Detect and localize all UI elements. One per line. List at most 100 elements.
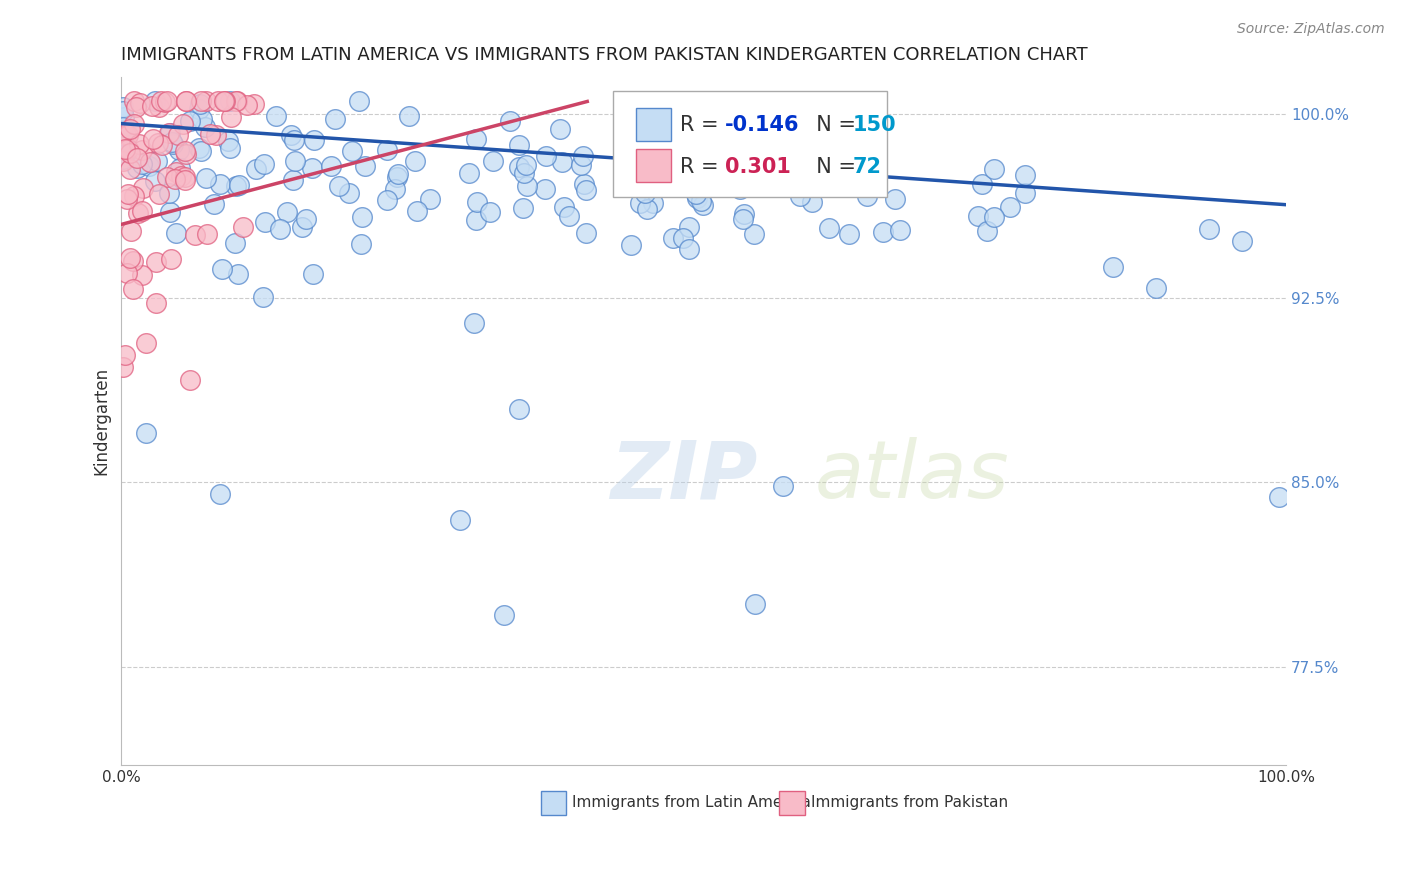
Point [228,178,250,192]
Point [148,187,170,202]
Text: ZIP: ZIP [610,437,758,515]
Point [202,197,225,211]
Point [211,261,233,276]
Point [121,282,143,296]
Point [131,268,153,282]
Point [219,95,242,109]
Point [328,178,350,193]
Point [112,128,135,143]
Point [482,154,505,169]
Point [132,181,155,195]
Point [174,95,197,109]
Point [405,203,427,218]
Point [165,227,187,241]
Text: N =: N = [803,115,862,135]
Point [499,113,522,128]
Point [118,162,141,177]
Point [190,95,212,109]
Point [156,170,179,185]
Point [742,227,765,241]
Point [323,112,346,126]
Point [131,144,153,158]
Point [127,206,149,220]
Point [174,95,197,109]
Point [512,202,534,216]
Point [117,186,139,201]
Point [678,242,700,256]
Point [1102,260,1125,275]
Point [188,102,211,116]
Point [458,166,481,180]
Point [641,196,664,211]
Point [966,210,988,224]
Point [281,173,304,187]
Point [572,149,595,163]
Point [301,161,323,175]
Point [145,296,167,310]
Text: Immigrants from Pakistan: Immigrants from Pakistan [811,796,1008,811]
Point [204,128,226,142]
Point [572,177,595,191]
Point [1232,234,1254,248]
Bar [636,149,671,182]
Point [146,154,169,169]
Point [856,189,879,203]
Point [575,226,598,240]
Point [118,122,141,136]
Bar [636,108,671,141]
Point [284,154,307,169]
Point [302,267,325,281]
Point [630,158,652,172]
Point [232,220,254,235]
Point [194,171,217,186]
Point [350,236,373,251]
Point [1014,169,1036,183]
Point [1268,491,1291,505]
Point [419,192,441,206]
Point [128,136,150,151]
Point [195,95,218,109]
Point [551,154,574,169]
Point [212,95,235,109]
Point [276,205,298,219]
Point [219,110,242,124]
Point [375,143,398,157]
Text: N =: N = [803,157,862,178]
Point [1014,186,1036,200]
Point [998,200,1021,214]
Point [569,158,592,172]
Point [190,144,212,158]
Point [678,220,700,235]
Point [111,100,134,114]
Point [194,120,217,135]
Point [225,179,247,194]
Point [172,117,194,131]
Point [127,152,149,166]
Point [575,183,598,197]
Point [302,133,325,147]
Point [111,103,134,118]
Point [115,192,138,206]
Point [114,142,136,156]
Point [337,186,360,201]
Point [195,227,218,242]
Point [672,231,695,245]
Text: -0.146: -0.146 [724,115,799,135]
Point [516,179,538,194]
Point [112,359,135,374]
Point [159,252,181,266]
Point [217,134,239,148]
Point [548,121,571,136]
Point [614,178,637,193]
Point [872,225,894,239]
Y-axis label: Kindergarten: Kindergarten [93,367,110,475]
Point [117,266,139,280]
Point [188,97,211,112]
Point [122,188,145,202]
Point [207,95,229,109]
FancyBboxPatch shape [613,91,887,197]
Point [983,210,1005,224]
Point [252,290,274,304]
Point [884,192,907,206]
Point [111,120,134,134]
